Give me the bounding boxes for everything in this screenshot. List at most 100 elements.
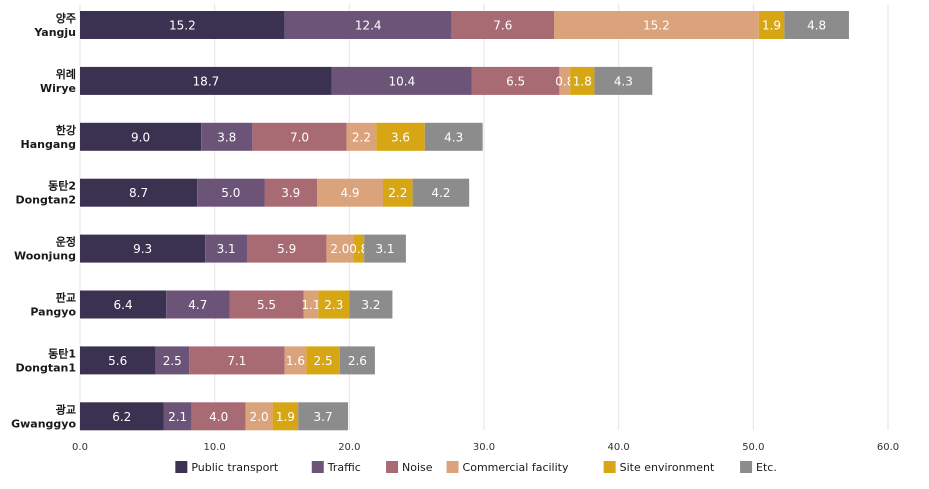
bar-segment bbox=[412, 178, 470, 207]
bar-segment bbox=[559, 66, 571, 95]
bar-segment bbox=[331, 66, 472, 95]
bars: 15.2 12.4 7.6 15.2 1.9 4.818.7 10.4 6.5 0.81.8 4.… bbox=[80, 11, 849, 431]
bar-segment bbox=[451, 11, 555, 39]
category-label-korean: 동탄2 bbox=[48, 179, 76, 193]
x-tick-label: 0.0 bbox=[72, 442, 88, 453]
bar-segment bbox=[594, 66, 653, 95]
bar-segment bbox=[191, 402, 246, 431]
bar-segment bbox=[318, 290, 350, 319]
x-tick-label: 10.0 bbox=[204, 442, 226, 453]
bar-segment bbox=[80, 178, 198, 207]
data-label: 0.8 bbox=[555, 74, 574, 88]
bar-segment bbox=[80, 11, 285, 39]
bar-segment bbox=[80, 290, 167, 319]
category-label-english: Pangyo bbox=[30, 306, 76, 319]
bar-segment bbox=[784, 11, 849, 39]
bar-segment bbox=[155, 346, 190, 375]
data-label: 12.4 bbox=[355, 19, 382, 33]
data-label: 8.7 bbox=[129, 186, 148, 200]
data-label: 3.6 bbox=[391, 130, 410, 144]
data-label: 1.9 bbox=[276, 410, 295, 424]
data-label: 4.0 bbox=[209, 410, 228, 424]
x-tick-label: 50.0 bbox=[742, 442, 764, 453]
data-label: 7.1 bbox=[227, 354, 246, 368]
bar-segment bbox=[570, 66, 595, 95]
data-label: 6.5 bbox=[506, 74, 525, 88]
bar-segment bbox=[317, 178, 383, 207]
data-label: 5.6 bbox=[108, 354, 127, 368]
data-label: 6.4 bbox=[114, 298, 133, 312]
data-label: 3.1 bbox=[217, 242, 236, 256]
data-label: 2.1 bbox=[168, 410, 187, 424]
data-label: 7.6 bbox=[493, 19, 512, 33]
data-label: 2.2 bbox=[352, 130, 371, 144]
data-label: 4.8 bbox=[807, 19, 826, 33]
data-label: 5.0 bbox=[221, 186, 240, 200]
bar-segment bbox=[383, 178, 413, 207]
data-label: 2.3 bbox=[324, 298, 343, 312]
legend-swatch bbox=[386, 461, 399, 473]
legend-label: Etc. bbox=[756, 461, 777, 474]
bar-segment bbox=[272, 402, 299, 431]
data-label: 2.5 bbox=[314, 354, 333, 368]
bar-segment bbox=[189, 346, 285, 375]
data-label: 5.9 bbox=[277, 242, 296, 256]
x-tick-label: 30.0 bbox=[473, 442, 495, 453]
bar-segment bbox=[246, 234, 327, 263]
data-label: 9.3 bbox=[133, 242, 152, 256]
bar-segment bbox=[80, 66, 332, 95]
data-label: 10.4 bbox=[388, 74, 415, 88]
category-label-korean: 동탄1 bbox=[48, 346, 76, 360]
bar-segment bbox=[245, 402, 273, 431]
data-label: 1.1 bbox=[301, 298, 320, 312]
bar-segment bbox=[349, 290, 393, 319]
bar-segment bbox=[346, 122, 377, 151]
category-label-english: Yangju bbox=[33, 26, 76, 39]
data-label: 2.2 bbox=[388, 186, 407, 200]
bar-segment bbox=[284, 346, 307, 375]
category-label-korean: 판교 bbox=[56, 291, 76, 305]
data-label: 0.8 bbox=[349, 242, 368, 256]
category-label-korean: 양주 bbox=[56, 11, 76, 25]
legend: Public transport Traffic Noise Commercial f… bbox=[175, 461, 777, 474]
bar-segment bbox=[364, 234, 406, 263]
legend-swatch bbox=[603, 461, 616, 473]
bar-segment bbox=[298, 402, 348, 431]
legend-swatch bbox=[175, 461, 188, 473]
data-label: 2.6 bbox=[348, 354, 367, 368]
category-label-korean: 운정 bbox=[56, 235, 76, 249]
bar-segment bbox=[166, 290, 230, 319]
category-label-english: Woonjung bbox=[14, 250, 76, 263]
bar-segment bbox=[353, 234, 365, 263]
x-tick-label: 20.0 bbox=[338, 442, 360, 453]
data-label: 4.3 bbox=[444, 130, 463, 144]
data-label: 4.3 bbox=[614, 74, 633, 88]
bar-segment bbox=[424, 122, 483, 151]
category-label-english: Dongtan2 bbox=[15, 194, 76, 207]
legend-label: Site environment bbox=[620, 461, 715, 474]
x-tick-label: 60.0 bbox=[877, 442, 899, 453]
data-label: 3.9 bbox=[281, 186, 300, 200]
data-label: 2.0 bbox=[330, 242, 349, 256]
data-label: 6.2 bbox=[112, 410, 131, 424]
bar-segment bbox=[264, 178, 318, 207]
bar-segment bbox=[197, 178, 265, 207]
legend-label: Commercial facility bbox=[463, 461, 569, 474]
data-label: 3.7 bbox=[314, 410, 333, 424]
data-label: 3.2 bbox=[361, 298, 380, 312]
bar-segment bbox=[326, 234, 354, 263]
legend-label: Noise bbox=[402, 461, 433, 474]
data-label: 9.0 bbox=[131, 130, 150, 144]
data-label: 5.5 bbox=[257, 298, 276, 312]
bar-segment bbox=[163, 402, 192, 431]
bar-segment bbox=[201, 122, 253, 151]
bar-segment bbox=[80, 234, 206, 263]
bar-segment bbox=[80, 346, 156, 375]
data-label: 2.5 bbox=[163, 354, 182, 368]
legend-label: Traffic bbox=[327, 461, 361, 474]
x-axis-ticks: 0.0 10.0 20.0 30.0 40.0 50.0 60.0 bbox=[72, 442, 899, 453]
data-label: 1.6 bbox=[286, 354, 305, 368]
bar-segment bbox=[229, 290, 304, 319]
data-label: 3.1 bbox=[375, 242, 394, 256]
